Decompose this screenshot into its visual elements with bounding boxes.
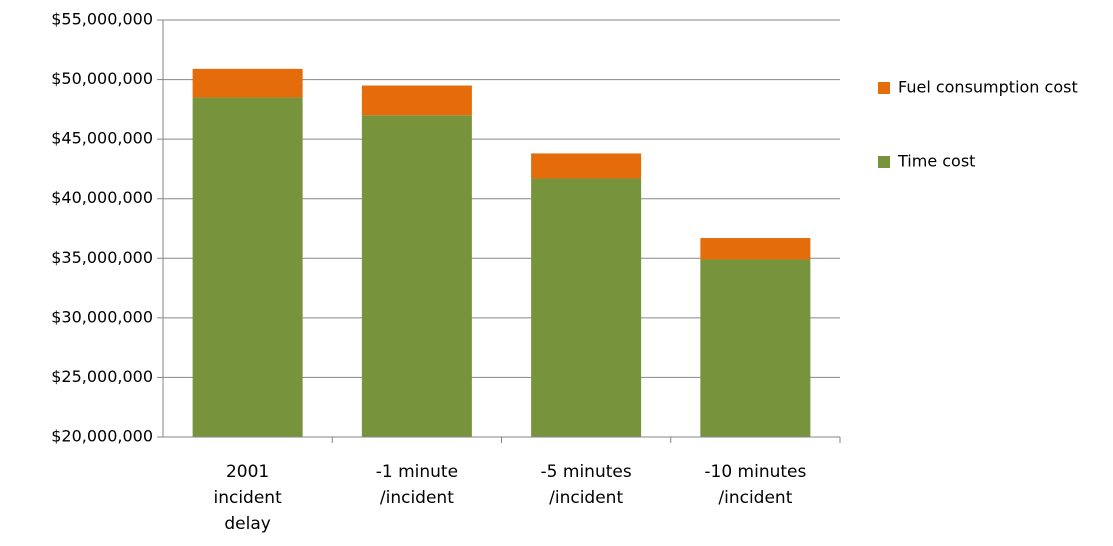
bar-segment bbox=[192, 97, 303, 437]
bar-segment bbox=[700, 238, 811, 260]
y-tick-label: $35,000,000 bbox=[51, 248, 153, 267]
bar-segment bbox=[192, 68, 303, 98]
x-tick-label: 2001 incident delay bbox=[213, 462, 282, 534]
bar-segment bbox=[361, 115, 472, 438]
bar-segment bbox=[700, 259, 811, 437]
legend-label: Fuel consumption cost bbox=[898, 78, 1078, 97]
y-tick-label: $30,000,000 bbox=[51, 307, 153, 326]
y-tick-label: $25,000,000 bbox=[51, 367, 153, 386]
y-tick-label: $50,000,000 bbox=[51, 69, 153, 88]
y-tick-label: $45,000,000 bbox=[51, 129, 153, 148]
bar-segment bbox=[531, 178, 642, 437]
legend-swatch bbox=[878, 156, 890, 168]
legend-swatch bbox=[878, 82, 890, 94]
bar-segment bbox=[531, 153, 642, 179]
y-tick-label: $55,000,000 bbox=[51, 10, 153, 29]
bar-segment bbox=[361, 85, 472, 116]
y-tick-label: $20,000,000 bbox=[51, 427, 153, 446]
x-tick-label: -10 minutes /incident bbox=[704, 462, 807, 508]
x-tick-label: -5 minutes /incident bbox=[540, 462, 632, 508]
y-tick-label: $40,000,000 bbox=[51, 188, 153, 207]
x-tick-label: -1 minute /incident bbox=[375, 462, 459, 508]
legend-label: Time cost bbox=[897, 152, 975, 171]
